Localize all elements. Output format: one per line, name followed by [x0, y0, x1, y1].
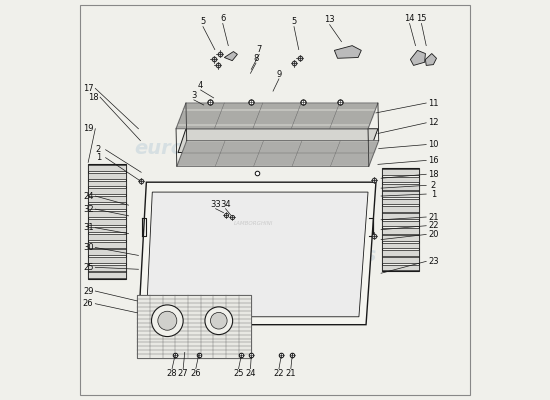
- Polygon shape: [382, 213, 420, 219]
- Text: 4: 4: [198, 81, 203, 90]
- Polygon shape: [177, 141, 379, 166]
- Text: eurospares: eurospares: [134, 139, 257, 158]
- Circle shape: [158, 311, 177, 330]
- Text: 26: 26: [190, 369, 201, 378]
- Text: 2: 2: [431, 181, 436, 190]
- Polygon shape: [382, 265, 420, 270]
- Text: 18: 18: [87, 92, 98, 102]
- Polygon shape: [138, 295, 251, 358]
- Text: 26: 26: [83, 299, 94, 308]
- Text: LAMBORGHINI: LAMBORGHINI: [234, 221, 273, 226]
- Text: 17: 17: [83, 84, 94, 93]
- Polygon shape: [138, 295, 251, 358]
- Text: 14: 14: [404, 14, 415, 23]
- Text: 1: 1: [431, 190, 436, 198]
- Polygon shape: [382, 184, 420, 190]
- Text: 16: 16: [428, 156, 439, 165]
- Text: 12: 12: [428, 118, 438, 127]
- Text: 34: 34: [220, 200, 231, 209]
- Circle shape: [151, 305, 183, 336]
- Polygon shape: [176, 103, 378, 129]
- Polygon shape: [178, 129, 378, 152]
- Text: 29: 29: [83, 286, 94, 296]
- Polygon shape: [88, 250, 126, 255]
- Polygon shape: [88, 265, 126, 270]
- Text: 1: 1: [96, 153, 101, 162]
- Polygon shape: [88, 204, 126, 209]
- Polygon shape: [88, 211, 126, 217]
- Polygon shape: [88, 219, 126, 225]
- Text: 18: 18: [428, 170, 439, 179]
- Polygon shape: [88, 196, 126, 202]
- Circle shape: [205, 307, 233, 334]
- Text: 31: 31: [83, 223, 94, 232]
- Polygon shape: [382, 176, 420, 182]
- Text: 32: 32: [83, 205, 94, 214]
- Polygon shape: [88, 257, 126, 263]
- Polygon shape: [146, 192, 368, 317]
- Polygon shape: [88, 272, 126, 278]
- Text: 7: 7: [256, 45, 262, 54]
- Text: 2: 2: [96, 145, 101, 154]
- Text: 30: 30: [83, 243, 94, 252]
- Text: 10: 10: [428, 140, 438, 149]
- Text: 25: 25: [233, 369, 244, 378]
- Text: 33: 33: [210, 200, 221, 209]
- Text: 22: 22: [428, 221, 438, 230]
- Polygon shape: [382, 243, 420, 248]
- Polygon shape: [382, 191, 420, 197]
- Text: 23: 23: [428, 257, 439, 266]
- Text: 5: 5: [292, 17, 296, 26]
- Text: 11: 11: [428, 98, 438, 108]
- Polygon shape: [224, 52, 238, 61]
- Text: 3: 3: [191, 91, 196, 100]
- Polygon shape: [410, 50, 425, 66]
- Text: 22: 22: [274, 369, 284, 378]
- Text: 6: 6: [220, 14, 225, 23]
- Text: 15: 15: [416, 14, 427, 23]
- Text: 27: 27: [178, 369, 189, 378]
- Polygon shape: [382, 168, 420, 271]
- Polygon shape: [382, 221, 420, 226]
- Polygon shape: [382, 228, 420, 234]
- Polygon shape: [88, 242, 126, 248]
- Polygon shape: [88, 226, 126, 232]
- Polygon shape: [88, 164, 126, 279]
- Polygon shape: [88, 180, 126, 186]
- Text: 9: 9: [276, 70, 282, 79]
- Text: 24: 24: [245, 369, 256, 378]
- Circle shape: [211, 312, 227, 329]
- Text: 13: 13: [324, 15, 335, 24]
- Polygon shape: [139, 182, 376, 325]
- Text: eurospares: eurospares: [253, 246, 376, 265]
- Polygon shape: [382, 258, 420, 263]
- Polygon shape: [382, 169, 420, 175]
- Text: 8: 8: [254, 54, 258, 63]
- Polygon shape: [382, 250, 420, 256]
- Polygon shape: [382, 235, 420, 241]
- Polygon shape: [88, 234, 126, 240]
- Text: 24: 24: [83, 192, 94, 200]
- Polygon shape: [382, 206, 420, 212]
- Text: 21: 21: [428, 212, 438, 222]
- Polygon shape: [382, 199, 420, 204]
- Text: 5: 5: [200, 17, 206, 26]
- Text: 25: 25: [83, 263, 94, 272]
- Polygon shape: [334, 46, 361, 58]
- Text: 21: 21: [285, 369, 296, 378]
- Polygon shape: [88, 165, 126, 171]
- Text: 19: 19: [83, 124, 94, 133]
- Text: 20: 20: [428, 230, 438, 239]
- Text: 28: 28: [167, 369, 178, 378]
- Polygon shape: [88, 188, 126, 194]
- Polygon shape: [88, 173, 126, 179]
- Polygon shape: [425, 54, 437, 66]
